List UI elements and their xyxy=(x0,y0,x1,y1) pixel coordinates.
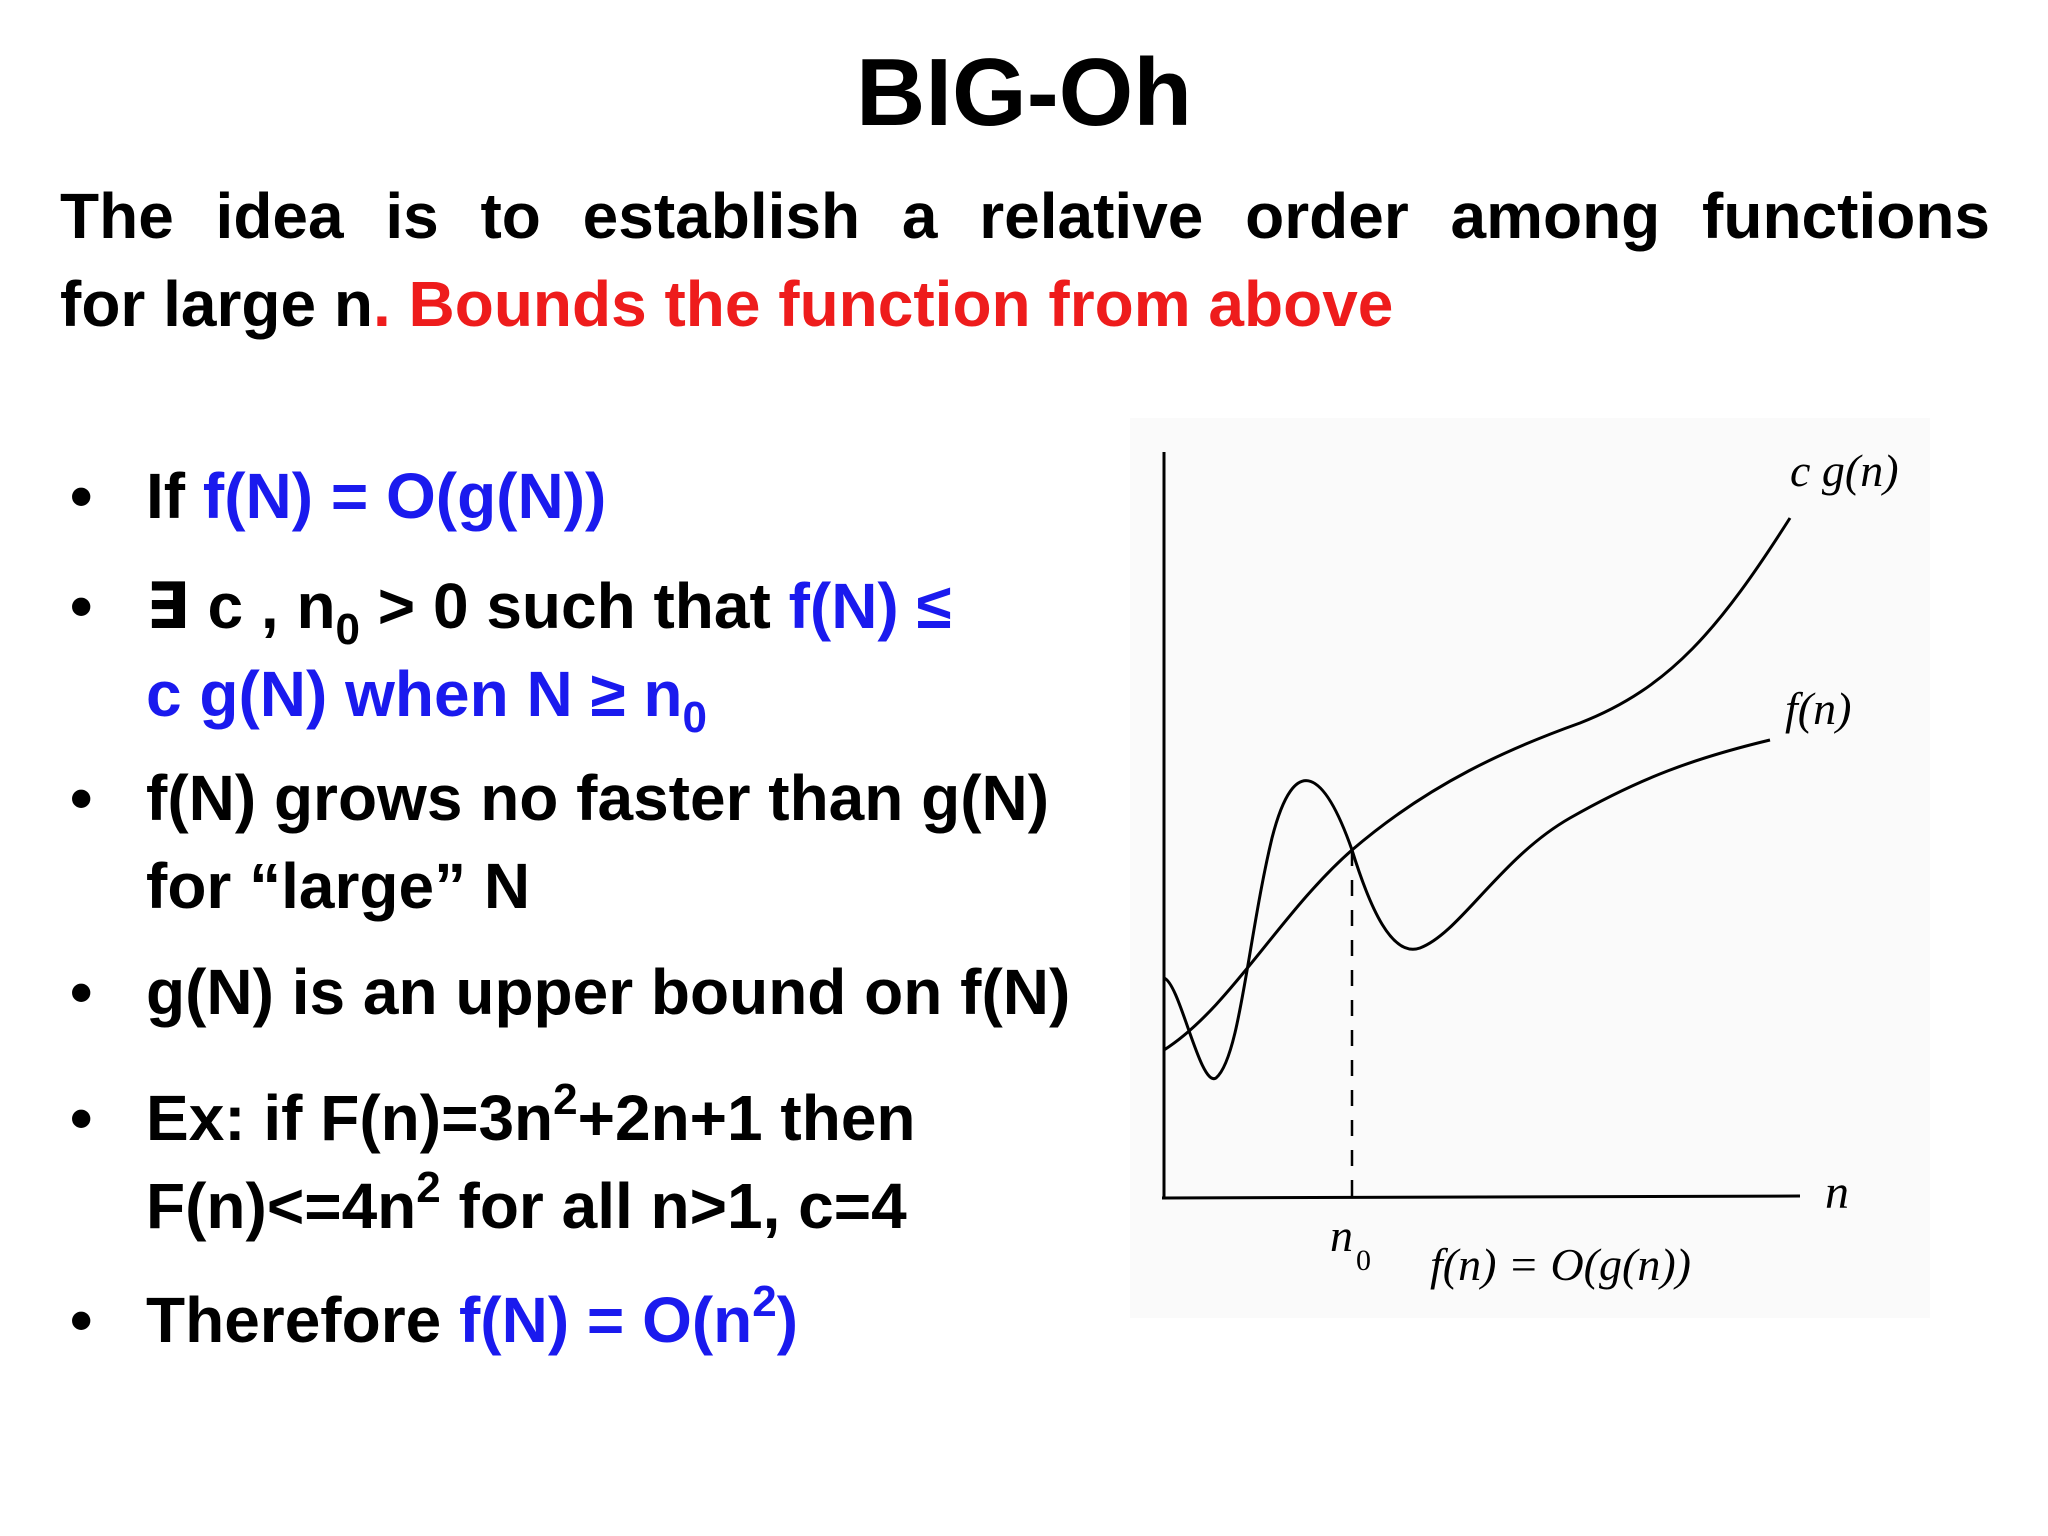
intro-highlight: . Bounds the function from above xyxy=(372,268,1394,340)
n0-label-base: n xyxy=(1330,1210,1353,1261)
f-curve-label: f(n) xyxy=(1785,683,1851,734)
bullet-condition-formula-b: c g(N) when N ≥ n xyxy=(146,658,683,730)
intro-line-1: The idea is to establish a relative orde… xyxy=(60,180,1990,252)
bullet-example-part1: Ex: if F(n)=3n xyxy=(146,1082,554,1154)
bullet-condition-part2: > 0 such that xyxy=(360,570,789,642)
bullet-condition-part1: ∃ c , n xyxy=(146,570,336,642)
bullet-example-part3: F(n)<=4n xyxy=(146,1170,417,1242)
bullet-definition: If f(N) = O(g(N)) xyxy=(60,452,1080,540)
big-oh-diagram: c g(n) f(n) n n 0 f(n) = O(g(n)) xyxy=(1130,418,1930,1318)
bullet-growth: f(N) grows no faster than g(N) for “larg… xyxy=(60,754,1080,930)
n0-label-subscript: 0 xyxy=(1356,1244,1371,1277)
bullet-upper-bound: g(N) is an upper bound on f(N) xyxy=(60,948,1080,1036)
bullet-conclusion: Therefore f(N) = O(n2) xyxy=(60,1276,1080,1364)
diagram-caption: f(n) = O(g(n)) xyxy=(1430,1239,1691,1290)
bullet-condition: ∃ c , n0 > 0 such that f(N) ≤c g(N) when… xyxy=(60,562,1080,740)
bullet-list: If f(N) = O(g(N)) ∃ c , n0 > 0 such that… xyxy=(60,452,1080,1364)
f-curve xyxy=(1163,738,1771,1080)
bullet-condition-subscript-2: 0 xyxy=(682,693,707,742)
bullet-conclusion-formula-b: ) xyxy=(776,1284,799,1356)
bullet-condition-subscript-1: 0 xyxy=(335,605,361,654)
x-axis-label: n xyxy=(1825,1166,1849,1219)
bullet-example-superscript-2: 2 xyxy=(416,1163,441,1212)
bullet-conclusion-prefix: Therefore xyxy=(146,1284,459,1356)
intro-line-2: for large n. Bounds the function from ab… xyxy=(60,260,1990,348)
bullet-example-superscript-1: 2 xyxy=(553,1075,578,1124)
cg-curve-label: c g(n) xyxy=(1790,445,1899,496)
intro-line-2-start: for large n xyxy=(60,268,373,340)
bullet-definition-prefix: If xyxy=(146,460,203,532)
bullet-definition-formula: f(N) = O(g(N)) xyxy=(202,460,607,532)
bullet-example-part2: +2n+1 then xyxy=(577,1082,916,1154)
slide-title: BIG-Oh xyxy=(856,39,1192,146)
bullet-conclusion-superscript: 2 xyxy=(752,1277,777,1326)
intro-paragraph: The idea is to establish a relative orde… xyxy=(60,172,1990,348)
bullet-condition-formula-a: f(N) ≤ xyxy=(788,570,952,642)
bullet-example-part4: for all n>1, c=4 xyxy=(440,1170,907,1242)
cg-curve xyxy=(1163,517,1792,1052)
big-oh-diagram-svg: c g(n) f(n) n n 0 f(n) = O(g(n)) xyxy=(1161,445,1899,1290)
x-axis xyxy=(1161,1194,1801,1200)
bullet-conclusion-formula-a: f(N) = O(n xyxy=(458,1284,753,1356)
